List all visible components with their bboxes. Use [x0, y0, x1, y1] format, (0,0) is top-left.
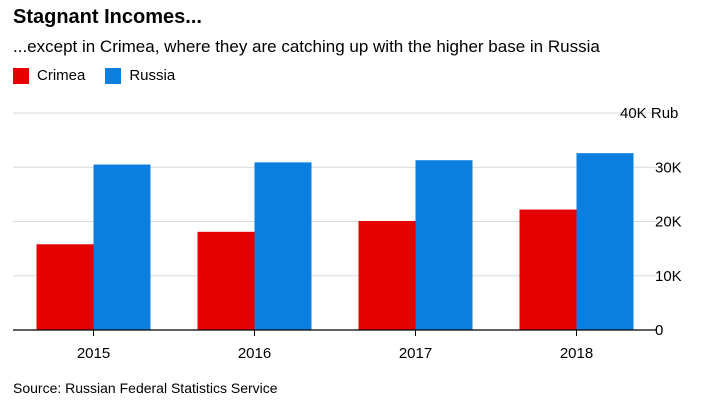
chart-title: Stagnant Incomes... — [13, 6, 202, 28]
y-tick-label: 40K Rub — [620, 105, 678, 122]
chart-subtitle: ...except in Crimea, where they are catc… — [13, 37, 600, 56]
legend: Crimea Russia — [13, 67, 195, 84]
legend-item-crimea: Crimea — [13, 67, 85, 84]
x-tick-label: 2015 — [77, 345, 110, 362]
y-tick-label: 0 — [655, 322, 663, 339]
bar-crimea-2016 — [197, 231, 255, 330]
bar-russia-2016 — [254, 162, 312, 330]
x-tick-label: 2016 — [238, 345, 271, 362]
source-note: Source: Russian Federal Statistics Servi… — [13, 380, 278, 396]
bar-russia-2018 — [576, 153, 634, 330]
bar-russia-2015 — [93, 164, 151, 330]
legend-swatch-crimea — [13, 67, 29, 84]
y-tick-label: 20K — [655, 214, 682, 231]
y-tick-label: 10K — [655, 268, 682, 285]
bar-russia-2017 — [415, 160, 473, 330]
x-tick-label: 2017 — [399, 345, 432, 362]
legend-swatch-russia — [105, 67, 122, 84]
x-tick-label: 2018 — [560, 345, 593, 362]
legend-label-russia: Russia — [129, 67, 176, 84]
bar-crimea-2015 — [36, 244, 94, 330]
y-tick-label: 30K — [655, 159, 682, 176]
bar-crimea-2018 — [519, 209, 577, 330]
bar-crimea-2017 — [358, 220, 416, 330]
legend-item-russia: Russia — [105, 67, 175, 84]
legend-label-crimea: Crimea — [37, 67, 86, 84]
